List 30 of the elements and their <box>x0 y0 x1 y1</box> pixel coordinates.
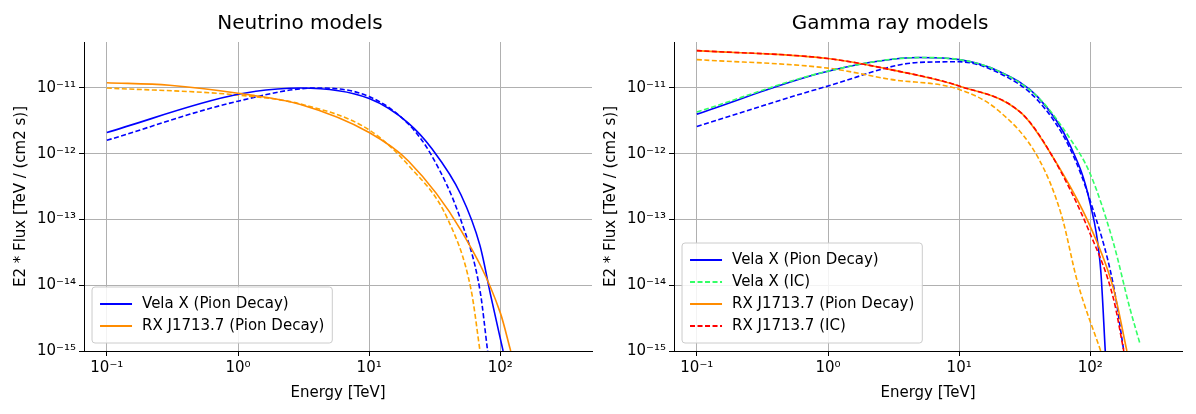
y-tick-label: 10⁻¹³ <box>37 209 77 228</box>
chart-title: Neutrino models <box>217 10 383 35</box>
x-tick-label: 10¹ <box>356 357 382 376</box>
x-tick-label: 10² <box>1077 357 1103 376</box>
y-axis-title: E2 * Flux [TeV / (cm2 s)] <box>600 105 619 288</box>
x-tick-label: 10² <box>487 357 513 376</box>
y-tick-label: 10⁻¹² <box>37 143 77 162</box>
x-tick-label: 10⁰ <box>815 357 841 376</box>
legend-label: RX J1713.7 (Pion Decay) <box>142 315 325 334</box>
y-tick-label: 10⁻¹⁵ <box>37 340 77 359</box>
legend-label: Vela X (Pion Decay) <box>142 293 289 312</box>
y-tick-label: 10⁻¹⁵ <box>627 340 667 359</box>
y-tick-label: 10⁻¹⁴ <box>37 275 77 294</box>
x-tick-label: 10⁻¹ <box>90 357 124 376</box>
legend-label: RX J1713.7 (Pion Decay) <box>732 293 915 312</box>
y-tick-label: 10⁻¹³ <box>627 209 667 228</box>
y-tick-label: 10⁻¹¹ <box>37 77 77 96</box>
y-tick-label: 10⁻¹⁴ <box>627 275 667 294</box>
legend-label: Vela X (Pion Decay) <box>732 249 879 268</box>
x-tick-label: 10⁻¹ <box>680 357 714 376</box>
x-tick-label: 10⁰ <box>225 357 251 376</box>
y-tick-label: 10⁻¹² <box>627 143 667 162</box>
y-tick-label: 10⁻¹¹ <box>627 77 667 96</box>
x-axis-title: Energy [TeV] <box>880 382 976 401</box>
y-axis-title: E2 * Flux [TeV / (cm2 s)] <box>10 105 29 288</box>
x-axis-title: Energy [TeV] <box>290 382 386 401</box>
legend-label: RX J1713.7 (IC) <box>732 315 846 334</box>
x-tick-label: 10¹ <box>946 357 972 376</box>
chart-title: Gamma ray models <box>791 10 989 35</box>
legend-label: Vela X (IC) <box>732 271 811 290</box>
